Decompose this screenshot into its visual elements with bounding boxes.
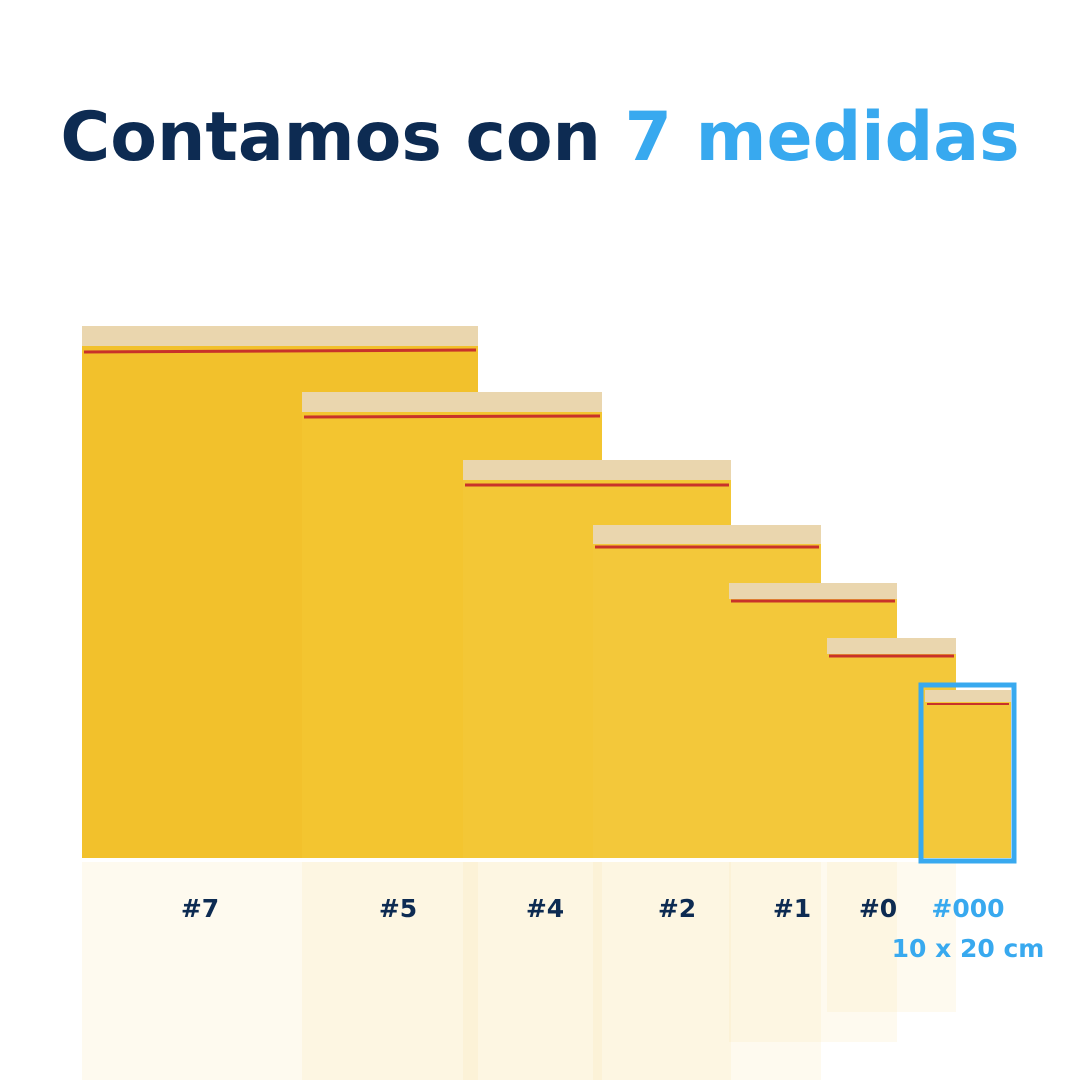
size-dimensions: 10 x 20 cm	[892, 934, 1045, 963]
title-highlight: 7 medidas	[625, 98, 1020, 177]
size-label: #000	[931, 894, 1004, 923]
size-label: #1	[773, 894, 811, 923]
size-label: #4	[526, 894, 564, 923]
size-label: #7	[181, 894, 219, 923]
title: Contamos con 7 medidas	[60, 98, 1019, 177]
envelope-highlighted	[918, 682, 1017, 864]
reflections	[82, 862, 956, 1080]
size-label: #0	[859, 894, 897, 923]
title-part: Contamos con	[60, 98, 601, 177]
size-label: #2	[658, 894, 696, 923]
size-label: #5	[379, 894, 417, 923]
